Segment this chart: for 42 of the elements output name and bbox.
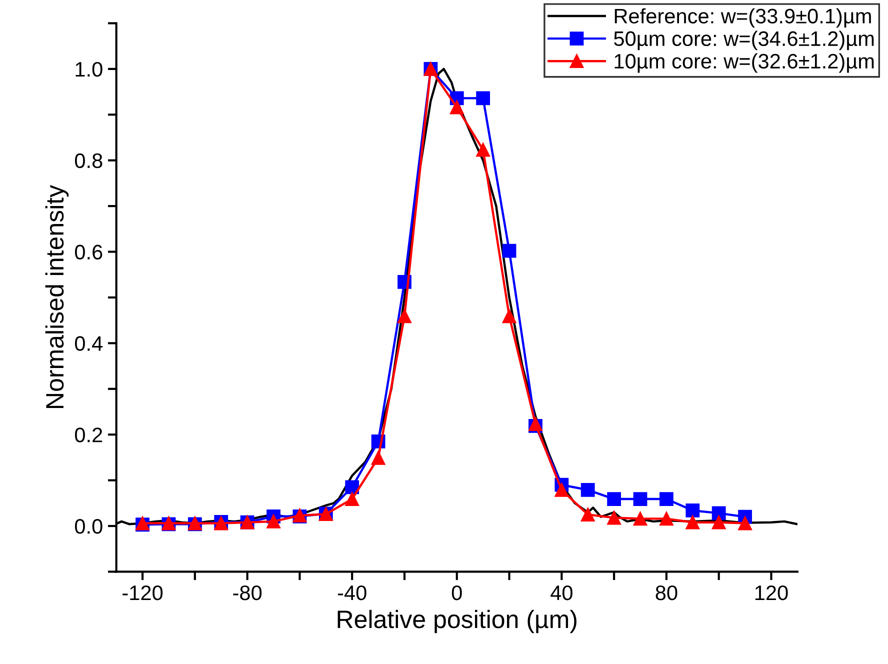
point bbox=[712, 506, 726, 520]
point bbox=[502, 244, 516, 258]
point bbox=[476, 91, 490, 106]
point bbox=[450, 100, 464, 114]
point bbox=[502, 309, 516, 324]
point bbox=[345, 480, 360, 494]
x-tick-label: -80 bbox=[233, 585, 262, 600]
point bbox=[607, 510, 621, 525]
point bbox=[266, 514, 280, 528]
point bbox=[686, 504, 700, 518]
x-tick-label: 80 bbox=[656, 585, 678, 600]
y-tick-label: 1.0 bbox=[76, 62, 102, 77]
x-tick-label: 0 bbox=[452, 585, 462, 600]
x-tick-label: -120 bbox=[122, 585, 163, 600]
point bbox=[371, 450, 386, 465]
point bbox=[580, 508, 595, 522]
point bbox=[633, 492, 648, 506]
x-axis-title: Relative position (µm) bbox=[338, 610, 576, 634]
point bbox=[554, 482, 569, 497]
point bbox=[476, 142, 490, 157]
y-tick-label: 0.6 bbox=[74, 244, 102, 260]
y-tick-label: 0.8 bbox=[74, 153, 102, 168]
x-tick-label: 40 bbox=[550, 585, 572, 600]
point bbox=[633, 512, 648, 526]
point bbox=[712, 515, 726, 530]
point bbox=[345, 492, 360, 506]
point bbox=[660, 492, 674, 506]
point bbox=[580, 482, 595, 497]
y-tick-label: 0.0 bbox=[74, 519, 102, 534]
legend-label: 50µm core: w=(34.6±1.2)µm bbox=[614, 30, 874, 50]
x-tick-label: 120 bbox=[755, 585, 788, 600]
y-tick-label: 0.2 bbox=[74, 428, 102, 442]
y-axis-title: Normalised intensity bbox=[45, 184, 69, 408]
legend-label: Reference: w=(33.9±0.1)µm bbox=[614, 8, 871, 28]
point bbox=[686, 515, 700, 530]
legend-label: 10µm core: w=(32.6±1.2)µm bbox=[614, 53, 874, 73]
y-tick-label: 0.4 bbox=[74, 336, 103, 351]
point bbox=[738, 516, 752, 530]
point bbox=[398, 309, 412, 324]
point bbox=[660, 512, 674, 526]
point bbox=[607, 492, 621, 506]
x-tick-label: -40 bbox=[338, 585, 366, 600]
